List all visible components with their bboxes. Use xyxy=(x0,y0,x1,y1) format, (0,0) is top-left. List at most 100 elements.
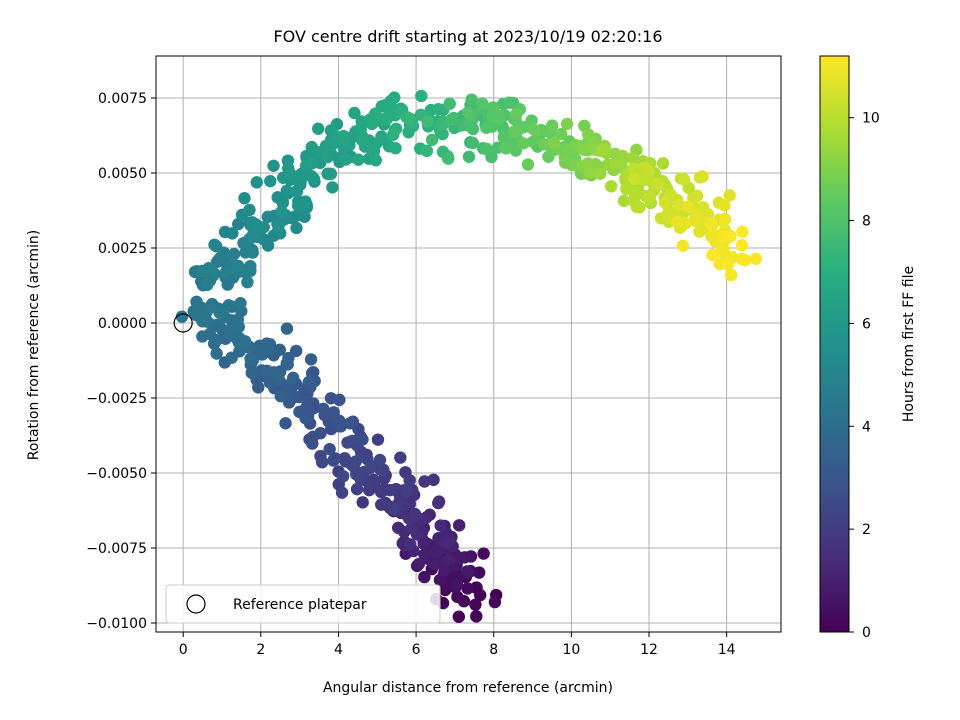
data-point xyxy=(352,153,365,166)
data-point xyxy=(735,239,749,252)
data-point xyxy=(272,219,285,233)
data-point xyxy=(306,437,319,450)
y-tick-label: 0.0050 xyxy=(98,166,147,182)
data-point xyxy=(320,150,333,163)
data-point xyxy=(409,509,422,522)
data-point xyxy=(267,159,280,172)
data-point xyxy=(349,455,363,468)
data-point xyxy=(706,219,719,232)
data-point xyxy=(619,171,632,185)
data-point xyxy=(311,122,325,135)
x-tick-label: 12 xyxy=(640,642,658,658)
data-point xyxy=(427,557,440,570)
data-point xyxy=(510,107,523,121)
data-point xyxy=(355,134,369,147)
data-point xyxy=(604,180,618,193)
y-axis-ticks: −0.0100 −0.0075 −0.0050 −0.0025 0.0000 0.0025… xyxy=(86,91,156,632)
data-point xyxy=(577,143,591,156)
data-point xyxy=(245,366,258,380)
data-point xyxy=(670,216,684,229)
data-point xyxy=(462,150,476,163)
data-point xyxy=(547,137,561,150)
y-tick-label: −0.0100 xyxy=(86,616,147,632)
data-point xyxy=(327,454,340,467)
data-point xyxy=(253,221,266,234)
data-point xyxy=(492,112,506,125)
data-point xyxy=(450,578,463,592)
data-point xyxy=(402,112,416,125)
data-point xyxy=(462,105,475,119)
data-point xyxy=(724,268,738,282)
data-point xyxy=(476,97,489,110)
data-point xyxy=(443,97,456,110)
data-point xyxy=(389,142,402,155)
data-point xyxy=(208,238,221,251)
data-point xyxy=(386,128,400,141)
data-point xyxy=(436,118,449,131)
data-point xyxy=(517,137,530,150)
data-point xyxy=(470,610,483,623)
data-point xyxy=(196,330,209,343)
data-point xyxy=(343,417,357,430)
colorbar-tick-label: 10 xyxy=(862,111,880,127)
data-point xyxy=(418,548,431,561)
x-tick-label: 14 xyxy=(718,642,736,658)
data-point xyxy=(289,344,303,358)
data-point xyxy=(305,157,319,170)
colorbar-tick-label: 2 xyxy=(862,522,871,538)
data-point xyxy=(392,521,405,535)
data-point xyxy=(597,143,610,156)
colorbar: 0 2 4 6 8 10 Hours from first FF file xyxy=(819,55,917,641)
data-point xyxy=(488,595,502,609)
data-point xyxy=(405,521,418,535)
colorbar-label: Hours from first FF file xyxy=(901,266,917,422)
colorbar-tick-label: 8 xyxy=(862,214,871,230)
data-point xyxy=(558,156,572,169)
data-point xyxy=(594,167,607,180)
colorbar-tick-label: 4 xyxy=(862,419,871,435)
data-point xyxy=(335,486,349,499)
data-point xyxy=(442,553,456,566)
x-tick-label: 8 xyxy=(489,642,498,658)
data-point xyxy=(371,433,385,446)
data-point xyxy=(369,154,382,167)
data-point xyxy=(466,136,479,150)
data-point xyxy=(721,258,735,271)
data-point xyxy=(429,546,443,559)
data-point xyxy=(387,502,401,516)
colorbar-tick-label: 0 xyxy=(862,625,871,641)
data-point xyxy=(280,184,293,197)
data-point xyxy=(643,191,657,204)
data-point xyxy=(238,192,251,205)
colorbar-ticks: 0 2 4 6 8 10 xyxy=(849,111,880,641)
data-point xyxy=(658,196,672,209)
plot-frame xyxy=(155,55,782,633)
data-point xyxy=(651,177,665,191)
data-point xyxy=(356,433,369,446)
data-point xyxy=(469,598,482,611)
data-point xyxy=(348,106,361,120)
data-point xyxy=(246,246,259,259)
data-point xyxy=(749,252,763,265)
data-point xyxy=(244,352,257,365)
data-point xyxy=(327,406,340,419)
data-point xyxy=(227,247,241,261)
data-point xyxy=(676,239,690,252)
data-point xyxy=(260,337,274,350)
data-point xyxy=(690,189,704,203)
x-tick-label: 2 xyxy=(256,642,265,658)
data-point xyxy=(264,174,277,188)
data-point xyxy=(315,456,329,469)
y-tick-label: −0.0050 xyxy=(86,466,147,482)
data-point xyxy=(480,121,493,134)
data-point xyxy=(290,221,303,235)
data-point xyxy=(452,519,466,532)
data-point xyxy=(384,99,397,113)
data-point xyxy=(373,453,387,467)
data-point xyxy=(706,248,719,262)
data-point xyxy=(350,482,364,496)
data-point xyxy=(302,375,315,389)
data-point xyxy=(470,581,483,594)
data-point xyxy=(509,126,522,139)
data-point xyxy=(280,357,293,370)
